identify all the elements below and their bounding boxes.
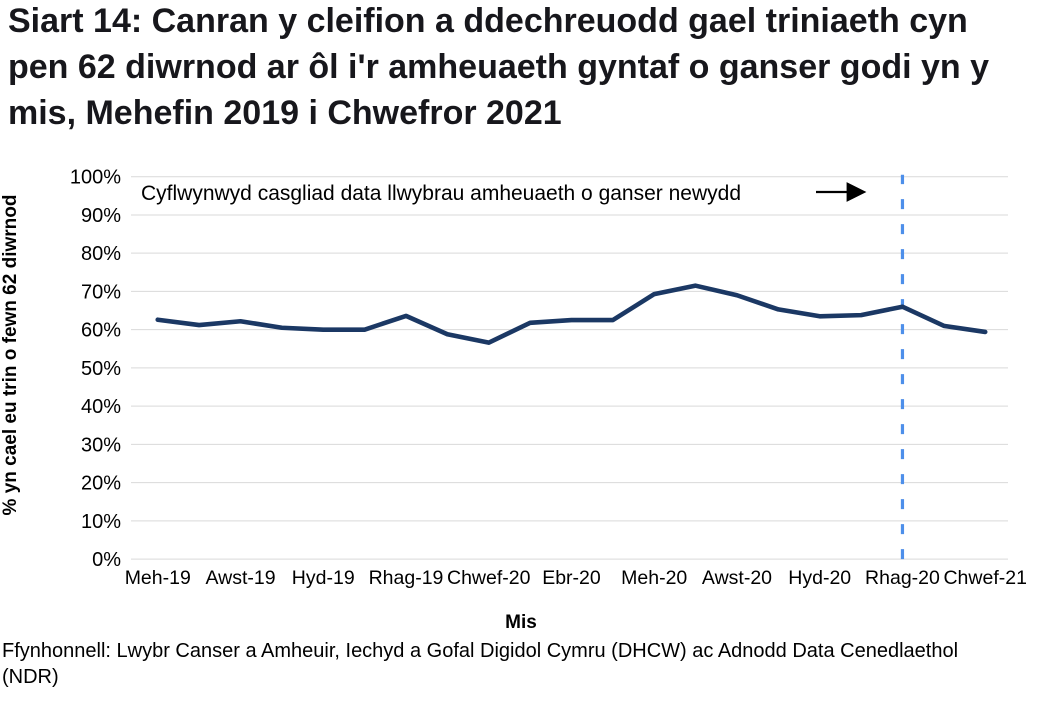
svg-text:Ebr-20: Ebr-20: [542, 567, 601, 589]
svg-text:Meh-20: Meh-20: [621, 567, 687, 589]
svg-text:20%: 20%: [81, 473, 121, 495]
svg-text:Hyd-19: Hyd-19: [292, 567, 355, 589]
svg-text:Meh-19: Meh-19: [125, 567, 191, 589]
svg-text:50%: 50%: [81, 358, 121, 380]
svg-text:30%: 30%: [81, 434, 121, 456]
svg-text:0%: 0%: [92, 549, 121, 571]
svg-text:40%: 40%: [81, 396, 121, 418]
svg-text:Rhag-19: Rhag-19: [369, 567, 444, 589]
svg-text:Cyflwynwyd casgliad data llwyb: Cyflwynwyd casgliad data llwybrau amheua…: [141, 182, 741, 205]
svg-text:Awst-19: Awst-19: [205, 567, 275, 589]
svg-text:80%: 80%: [81, 243, 121, 265]
svg-text:90%: 90%: [81, 205, 121, 227]
svg-text:Chwef-21: Chwef-21: [943, 567, 1026, 589]
svg-text:60%: 60%: [81, 320, 121, 342]
svg-text:10%: 10%: [81, 511, 121, 533]
svg-text:70%: 70%: [81, 281, 121, 303]
svg-text:Rhag-20: Rhag-20: [865, 567, 940, 589]
svg-text:100%: 100%: [70, 167, 121, 189]
svg-text:Awst-20: Awst-20: [702, 567, 772, 589]
svg-text:Hyd-20: Hyd-20: [788, 567, 851, 589]
svg-text:Chwef-20: Chwef-20: [447, 567, 531, 589]
